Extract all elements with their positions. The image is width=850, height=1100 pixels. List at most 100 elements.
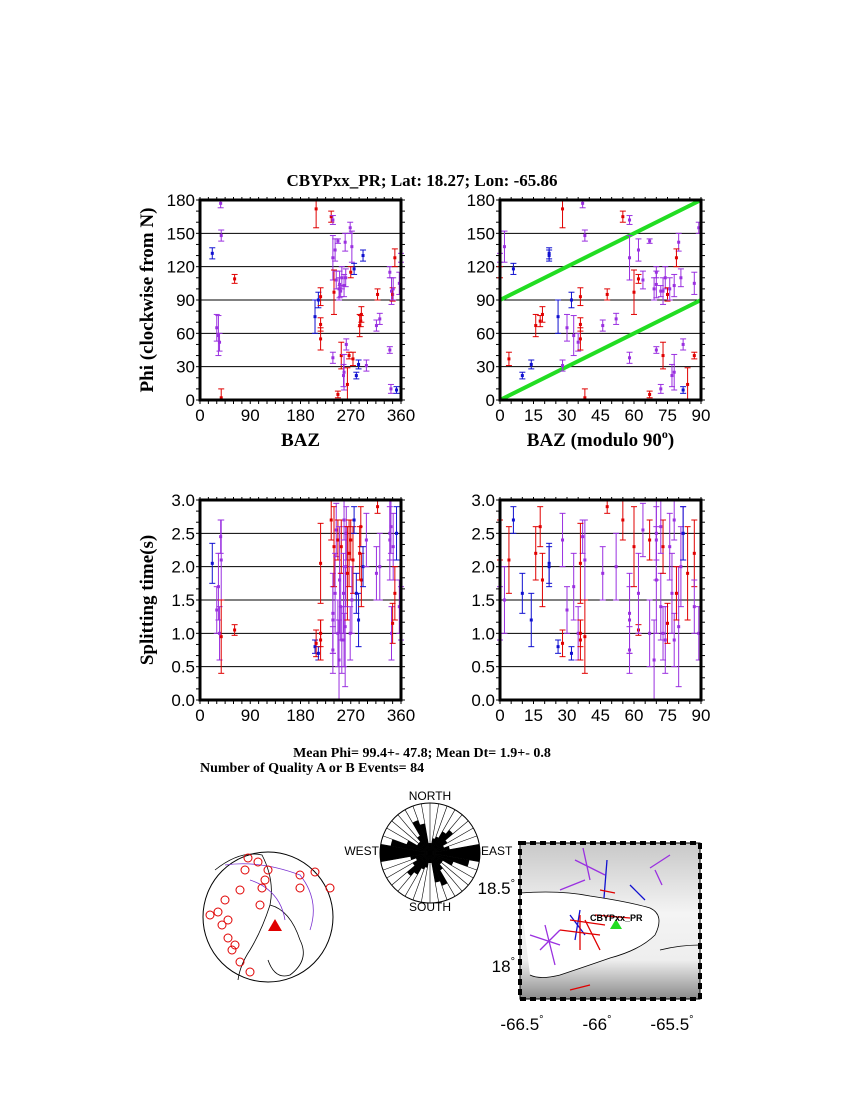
reference-line	[499, 198, 702, 302]
point-marker	[319, 322, 323, 326]
point-marker	[681, 388, 685, 392]
point-marker	[329, 215, 333, 219]
point-marker	[659, 289, 663, 293]
point-marker	[339, 289, 343, 293]
splitting-stick	[529, 934, 561, 946]
data-point	[653, 499, 660, 581]
point-marker	[605, 505, 609, 509]
data-point	[349, 351, 356, 367]
data-point	[215, 315, 222, 357]
point-marker	[538, 319, 542, 323]
point-marker	[338, 282, 342, 286]
data-point	[334, 390, 341, 399]
x-tick-label: 60	[625, 406, 644, 425]
rose-wedge	[380, 853, 430, 862]
splitting-stick	[584, 919, 601, 951]
data-point	[631, 269, 637, 315]
point-marker	[679, 276, 683, 280]
event-circle	[230, 940, 240, 950]
data-point	[376, 532, 383, 601]
panel-dt-baz90: 0.0 0.5 1.0 1.5 2.0 2.5 3.0 0 15 30 45 60 75 90	[471, 491, 710, 725]
y-tick-label: 0	[186, 391, 195, 410]
panel-phi-baz: 0 30 60 90 120 150 180 0 90 180 270 360 BAZ Phi (cloc…	[137, 191, 415, 451]
data-point	[631, 506, 637, 588]
event-count: Number of Quality A or B Events= 84	[200, 761, 424, 776]
rose-wedge	[415, 853, 430, 861]
point-marker	[641, 278, 645, 282]
data-point	[317, 522, 324, 604]
data-point	[505, 526, 512, 594]
x-tick-label: 90	[241, 706, 260, 725]
point-marker	[342, 284, 346, 288]
point-marker	[219, 558, 223, 562]
data-point	[564, 313, 570, 342]
data-point	[317, 619, 324, 661]
data-point	[653, 266, 660, 279]
point-marker	[661, 631, 665, 635]
data-point	[537, 506, 544, 548]
data-point	[343, 338, 350, 351]
point-marker	[511, 267, 515, 271]
point-marker	[648, 239, 652, 243]
point-marker	[331, 618, 335, 622]
point-marker	[529, 618, 533, 622]
data-point	[386, 499, 393, 581]
data-point	[660, 277, 667, 305]
data-point	[348, 230, 355, 263]
data-point	[374, 499, 381, 514]
point-marker	[341, 591, 345, 595]
data-point	[568, 291, 575, 309]
point-marker	[654, 348, 658, 352]
point-marker	[345, 571, 349, 575]
point-marker	[216, 585, 220, 589]
point-marker	[388, 270, 392, 274]
point-marker	[332, 290, 336, 294]
point-marker	[374, 324, 378, 328]
plot-frame	[198, 198, 403, 402]
point-marker	[342, 370, 346, 374]
plot-frame	[498, 498, 703, 702]
point-marker	[358, 324, 362, 328]
point-marker	[339, 354, 343, 358]
rose-south-label: SOUTH	[409, 900, 451, 914]
coastline	[519, 891, 660, 978]
y-tick-label: 150	[467, 224, 495, 243]
point-marker	[218, 631, 222, 635]
point-marker	[364, 364, 368, 368]
event-circle	[253, 857, 263, 867]
point-marker	[636, 277, 640, 281]
data-point	[646, 390, 653, 399]
data-point	[564, 586, 570, 634]
point-marker	[628, 218, 632, 222]
point-marker	[331, 218, 335, 222]
point-marker	[331, 356, 335, 360]
event-circle	[255, 900, 265, 910]
point-marker	[547, 565, 551, 569]
x-tick-label: 75	[658, 406, 677, 425]
x-tick-label: 90	[241, 406, 260, 425]
point-marker	[583, 558, 587, 562]
splitting-stick	[603, 859, 608, 899]
point-marker	[219, 535, 223, 539]
event-circle	[223, 933, 233, 943]
point-marker	[316, 651, 320, 655]
x-tick-label: 45	[591, 406, 610, 425]
x-tick-label: 30	[558, 406, 577, 425]
data-point	[391, 248, 398, 268]
point-marker	[601, 324, 605, 328]
data-point	[599, 319, 606, 332]
rose-diagram: NORTH SOUTH EAST WEST	[344, 789, 513, 914]
point-marker	[677, 625, 681, 629]
point-marker	[216, 334, 220, 338]
data-point	[386, 346, 393, 354]
point-marker	[538, 525, 542, 529]
event-circle	[243, 853, 253, 863]
data-point	[351, 262, 358, 275]
point-marker	[679, 565, 683, 569]
point-marker	[391, 621, 395, 625]
data-point	[664, 602, 671, 644]
point-marker	[572, 585, 576, 589]
data-point	[334, 238, 341, 244]
event-circle	[213, 907, 223, 917]
x-tick-label: 0	[195, 406, 204, 425]
